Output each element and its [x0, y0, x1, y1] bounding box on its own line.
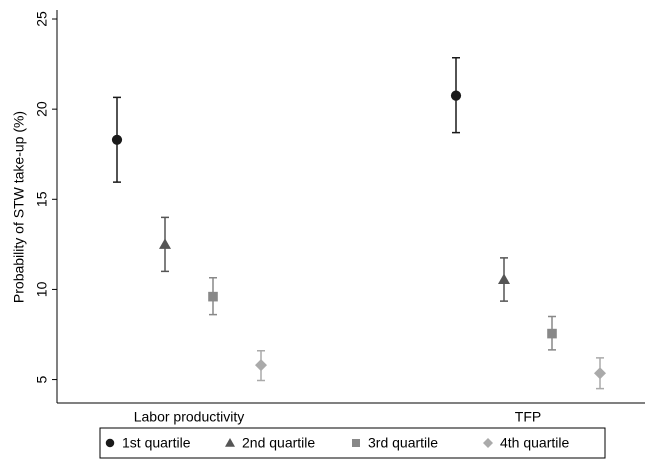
legend-marker	[483, 438, 493, 448]
marker	[547, 328, 557, 339]
legend-label: 3rd quartile	[368, 435, 438, 451]
y-tick-label: 20	[34, 101, 50, 117]
y-tick-label: 5	[34, 375, 50, 383]
x-tick-label: Labor productivity	[134, 408, 245, 424]
marker	[111, 134, 123, 145]
legend-marker	[105, 438, 115, 448]
y-tick-label: 25	[34, 11, 50, 27]
marker	[594, 367, 606, 380]
x-tick-label: TFP	[515, 408, 541, 424]
marker	[498, 273, 510, 285]
marker	[255, 359, 267, 372]
marker	[159, 238, 171, 249]
legend-label: 4th quartile	[500, 435, 569, 451]
marker	[450, 90, 462, 101]
legend-box	[99, 427, 606, 459]
y-tick-label: 10	[34, 281, 50, 297]
legend-marker	[225, 438, 235, 447]
y-axis-label: Probability of STW take-up (%)	[11, 111, 27, 303]
legend-label: 1st quartile	[122, 435, 191, 451]
marker	[208, 291, 218, 302]
legend-marker	[352, 439, 360, 447]
legend-label: 2nd quartile	[242, 435, 315, 451]
y-tick-label: 15	[34, 191, 50, 207]
